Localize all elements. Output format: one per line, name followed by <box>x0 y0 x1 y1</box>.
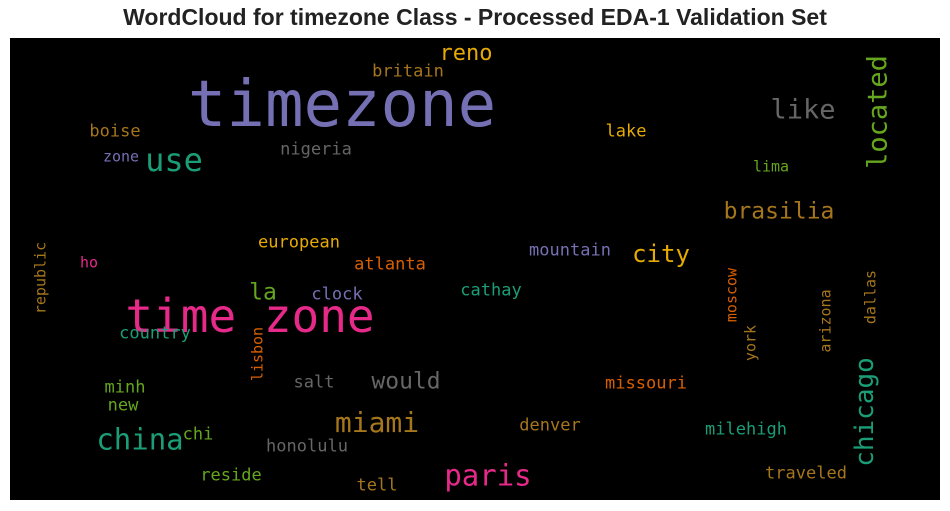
word-city: city <box>632 240 690 268</box>
word-china: china <box>96 422 184 457</box>
word-chicago: chicago <box>850 357 880 467</box>
word-arizona: arizona <box>816 289 835 353</box>
word-atlanta: atlanta <box>354 254 426 275</box>
word-reno: reno <box>439 41 493 66</box>
word-european: european <box>258 232 340 253</box>
word-boise: boise <box>89 121 141 142</box>
word-nigeria: nigeria <box>280 139 352 160</box>
word-ho: ho <box>79 253 99 272</box>
wordcloud-canvas: timezone time zone use china paris miami like l… <box>10 38 940 500</box>
word-time-zone: time zone <box>125 289 375 343</box>
word-republic: republic <box>31 241 50 315</box>
word-la: la <box>249 279 277 306</box>
word-brasilia: brasilia <box>723 198 835 225</box>
word-paris: paris <box>444 458 532 493</box>
word-located: located <box>862 55 894 169</box>
word-cathay: cathay <box>460 280 522 301</box>
word-timezone: timezone <box>187 68 497 142</box>
word-zone: zone <box>102 147 140 166</box>
word-new: new <box>107 395 139 416</box>
word-would: would <box>371 368 441 395</box>
word-milehigh: milehigh <box>705 419 787 440</box>
word-like: like <box>770 94 836 126</box>
word-miami: miami <box>334 406 420 439</box>
word-tell: tell <box>356 475 398 496</box>
word-country: country <box>119 323 191 344</box>
word-chi: chi <box>182 424 214 445</box>
word-moscow: moscow <box>722 267 741 323</box>
word-britain: britain <box>372 61 444 82</box>
word-lake: lake <box>605 121 647 142</box>
word-mountain: mountain <box>529 240 611 261</box>
word-dallas: dallas <box>861 269 880 325</box>
word-clock: clock <box>311 284 363 305</box>
word-salt: salt <box>293 372 335 393</box>
word-traveled: traveled <box>765 463 847 484</box>
word-denver: denver <box>519 415 581 436</box>
word-york: york <box>741 324 760 362</box>
word-reside: reside <box>200 465 262 486</box>
word-missouri: missouri <box>605 373 687 394</box>
word-lima: lima <box>752 157 790 176</box>
word-honolulu: honolulu <box>266 436 348 457</box>
word-use: use <box>145 141 203 179</box>
word-lisbon: lisbon <box>248 326 267 382</box>
word-minh: minh <box>104 377 146 398</box>
chart-title: WordCloud for timezone Class - Processed… <box>123 4 827 30</box>
